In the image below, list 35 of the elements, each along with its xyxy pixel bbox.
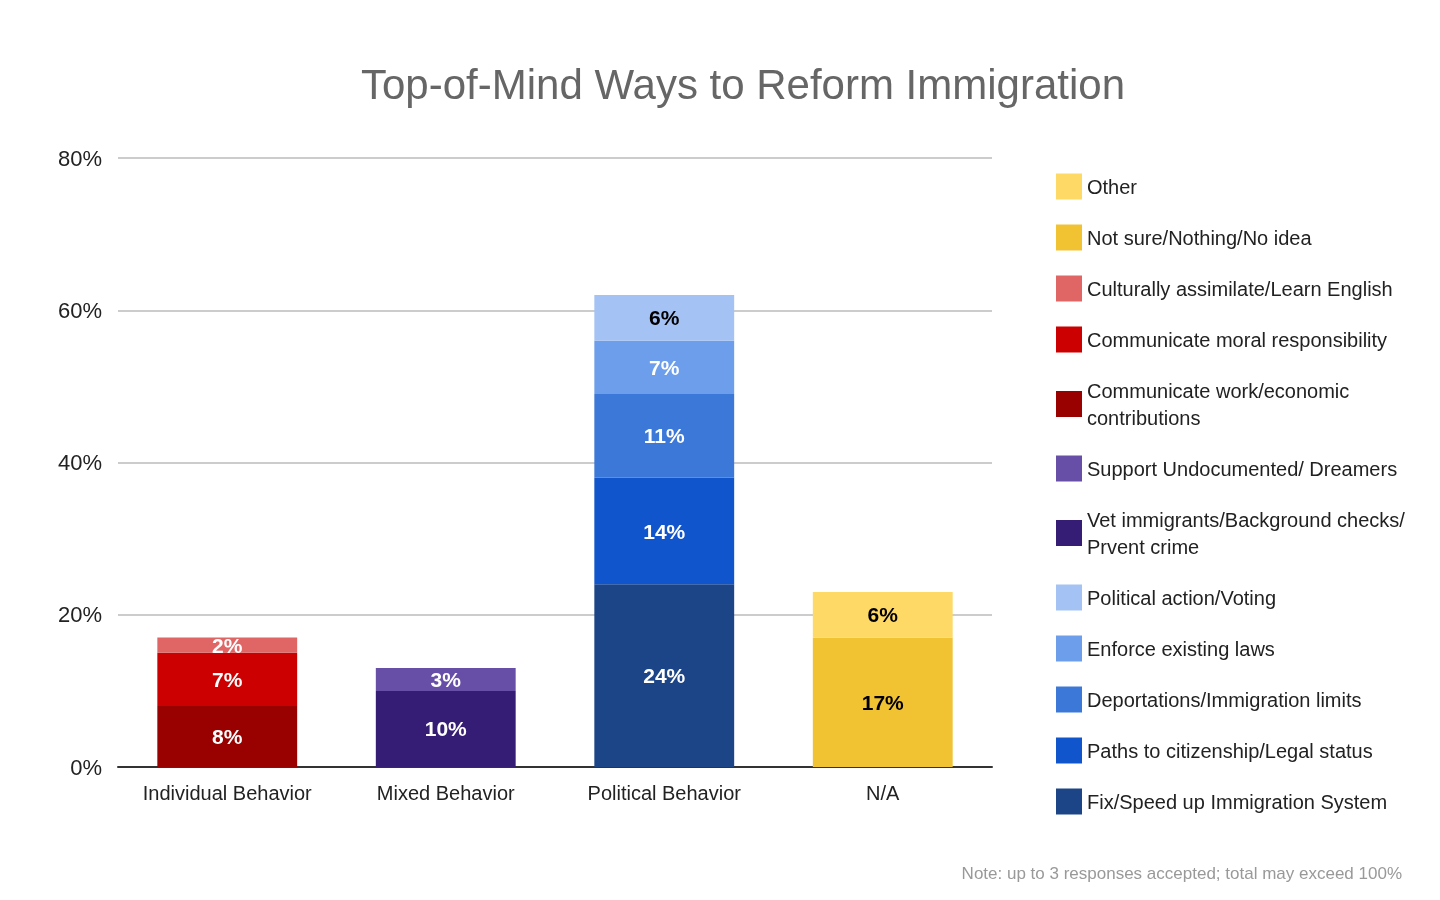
legend-label: Deportations/Immigration limits (1087, 688, 1362, 711)
data-label: 7% (212, 667, 243, 691)
legend-label: Culturally assimilate/Learn English (1087, 277, 1393, 300)
legend-label: Communicate work/economic contributions (1087, 379, 1355, 429)
legend-label: Enforce existing laws (1087, 637, 1275, 660)
data-label: 2% (212, 633, 243, 657)
text: Note: up to 3 responses accepted; total may exceed 100% (961, 864, 1403, 883)
legend-label: Paths to citizenship/Legal status (1087, 739, 1373, 762)
data-label: 24% (643, 664, 686, 688)
y-tick-label: 40% (57, 450, 102, 475)
legend-label: Political action/Voting (1087, 586, 1277, 609)
legend-label: Support Undocumented/ Dreamers (1087, 457, 1398, 480)
y-tick-label: 20% (57, 602, 102, 628)
data-label: 8% (212, 725, 243, 749)
data-label: 6% (867, 603, 899, 627)
chart-title: Top-of-Mind Ways to Reform Immigration (361, 60, 1125, 108)
data-label: 3% (430, 667, 462, 691)
y-tick-label: 80% (57, 145, 102, 171)
legend-label: Not sure/Nothing/No idea (1087, 226, 1313, 249)
legend-label: Other (1087, 175, 1138, 198)
data-label: 10% (424, 717, 468, 741)
legend-label: Fix/Speed up Immigration System (1087, 790, 1388, 813)
data-label: 11% (643, 424, 686, 448)
x-tick-label: Individual Behavior (142, 782, 313, 804)
data-label: 7% (649, 355, 680, 379)
y-tick-label: 60% (57, 297, 102, 323)
legend-label: Vet immigrants/Background checks/Prvent crime (1087, 508, 1406, 558)
data-label: 14% (643, 519, 686, 543)
legend-label: Communicate moral responsibility (1087, 328, 1388, 351)
x-tick-label: Political Behavior (587, 782, 742, 804)
y-tick-label: 0% (70, 754, 102, 780)
x-tick-label: Mixed Behavior (376, 782, 516, 804)
x-tick-label: N/A (866, 782, 901, 804)
data-label: 6% (649, 306, 680, 330)
data-label: 17% (861, 690, 905, 714)
